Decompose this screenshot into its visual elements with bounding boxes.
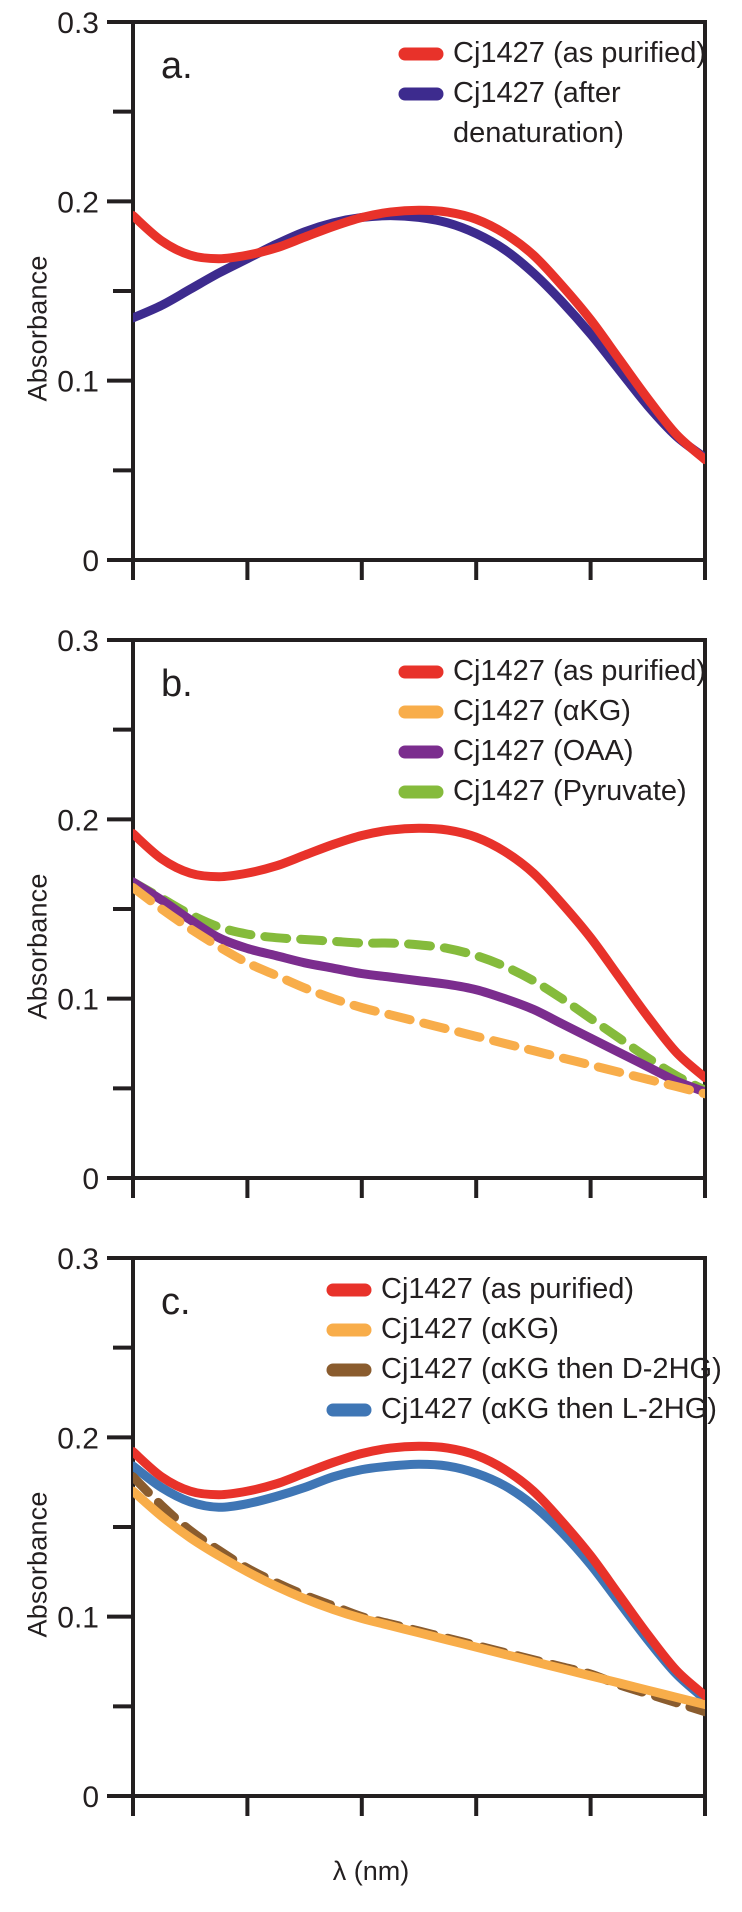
- legend-c: Cj1427 (as purified) Cj1427 (αKG) Cj1427 (…: [326, 1273, 722, 1425]
- legend-label: Cj1427 (αKG): [453, 695, 631, 727]
- series-line: [133, 877, 705, 1097]
- series-line: [133, 877, 705, 1095]
- legend-label: Cj1427 (OAA): [453, 735, 634, 767]
- series-line: [133, 882, 705, 1099]
- panel-letter-a: a.: [161, 45, 193, 87]
- x-axis-ticks: 300320340360380400: [131, 1796, 707, 1816]
- x-axis-ticks: [131, 1178, 707, 1198]
- legend-label: Cj1427 (as purified): [381, 1273, 634, 1305]
- series-line: [133, 1486, 705, 1710]
- plot-area-c: 0 0.1 0.2 0.3 300320340360380400 c. Cj1427 (as…: [57, 1243, 722, 1816]
- x-axis-title: λ (nm): [332, 1856, 410, 1886]
- panel-letter-c: c.: [161, 1281, 191, 1323]
- panel-a: 0 0.1 0.2 0.3 a. Cj1427 (as purified) Cj1427 (…: [0, 0, 742, 580]
- legend-label: Cj1427 (αKG then D-2HG): [381, 1353, 722, 1385]
- y-tick-label: 0.3: [57, 625, 99, 658]
- y-tick-label: 0: [82, 545, 99, 578]
- legend-label-cont: denaturation): [453, 117, 624, 149]
- legend-a: Cj1427 (as purified) Cj1427 (after denatur…: [398, 37, 706, 149]
- legend-label: Cj1427 (αKG): [381, 1313, 559, 1345]
- legend-label: Cj1427 (after: [453, 77, 621, 109]
- legend-label: Cj1427 (as purified): [453, 655, 706, 687]
- series-line: [133, 1441, 705, 1701]
- y-tick-label: 0.1: [57, 1602, 99, 1635]
- legend-label: Cj1427 (as purified): [453, 37, 706, 69]
- series-line: [133, 211, 705, 463]
- series-group: [133, 205, 705, 465]
- y-tick-label: 0.3: [57, 1243, 99, 1276]
- series-group: [133, 823, 705, 1099]
- series-line: [133, 823, 705, 1083]
- plot-area-a: 00.10.20.3a. Cj1427 (as purified)Cj1427 (…: [57, 7, 707, 580]
- x-axis-ticks: [131, 560, 707, 580]
- y-tick-label: 0.2: [57, 804, 99, 837]
- plot-frame: [131, 638, 707, 1180]
- plot-frame: [131, 20, 707, 562]
- legend-b: Cj1427 (as purified) Cj1427 (αKG) Cj1427 (…: [398, 655, 706, 807]
- y-axis-ticks: 0 0.1 0.2 0.3: [57, 1243, 133, 1814]
- y-tick-label: 0: [82, 1781, 99, 1814]
- y-tick-label: 0.2: [57, 186, 99, 219]
- legend-label: Cj1427 (αKG then L-2HG): [381, 1393, 717, 1425]
- plot-frame: [131, 1256, 707, 1798]
- y-tick-label: 0: [82, 1163, 99, 1196]
- y-tick-label: 0.1: [57, 984, 99, 1017]
- y-tick-label: 0.1: [57, 366, 99, 399]
- y-axis-ticks: 0 0.1 0.2 0.3: [57, 7, 133, 578]
- y-tick-label: 0.3: [57, 7, 99, 40]
- y-tick-label: 0.2: [57, 1422, 99, 1455]
- y-axis-ticks: 0 0.1 0.2 0.3: [57, 625, 133, 1196]
- series-line: [133, 205, 705, 465]
- panel-letter-b: b.: [161, 663, 193, 705]
- plot-area-b: 00.10.20.3b. Cj1427 (as purified)Cj1427 (…: [57, 625, 707, 1198]
- series-group: [133, 1441, 705, 1717]
- panel-c: 0 0.1 0.2 0.3 300320340360380400 c. Cj1427 (as…: [0, 1236, 742, 1816]
- legend-label: Cj1427 (Pyruvate): [453, 775, 687, 807]
- panel-b: 0 0.1 0.2 0.3 b. Cj1427 (as purified) Cj1427 (…: [0, 618, 742, 1198]
